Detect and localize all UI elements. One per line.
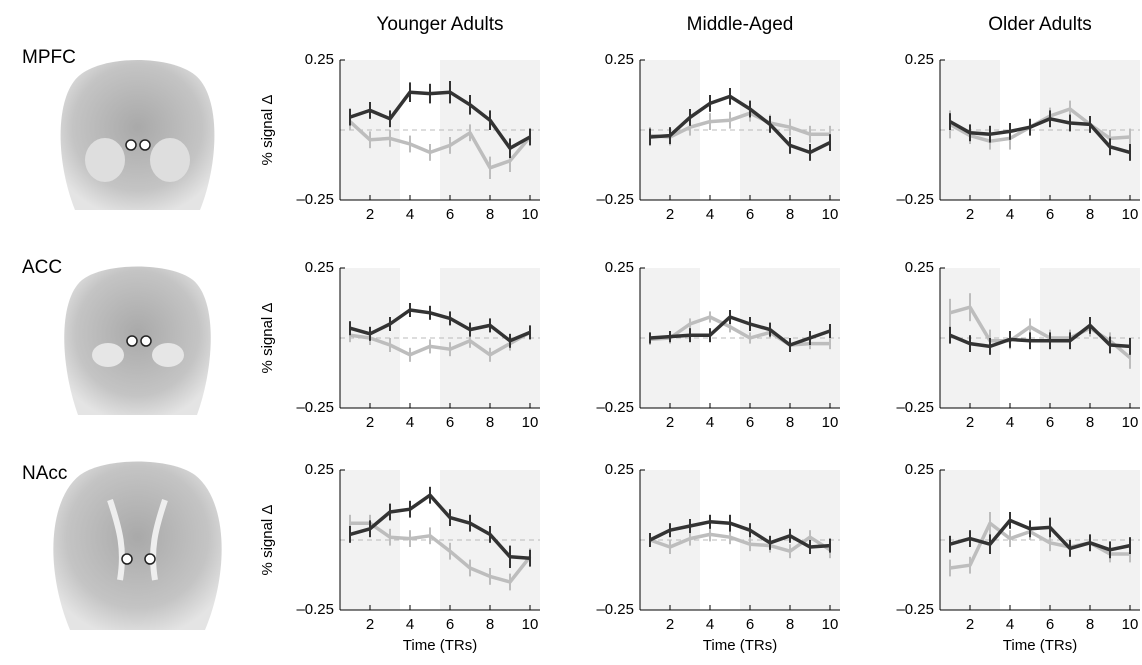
x-tick-label: 6 xyxy=(446,206,454,223)
x-tick-label: 10 xyxy=(522,616,539,633)
row-label: MPFC xyxy=(22,47,76,68)
series-line xyxy=(949,117,1131,155)
series-line xyxy=(349,308,531,343)
y-tick-label: –0.25 xyxy=(596,601,634,618)
series-line xyxy=(949,323,1131,349)
x-tick-label: 4 xyxy=(406,616,414,633)
x-tick-label: 6 xyxy=(746,616,754,633)
series-line xyxy=(349,493,531,560)
x-tick-label: 10 xyxy=(1122,206,1139,223)
brain-image xyxy=(64,266,211,415)
x-tick-label: 6 xyxy=(1046,414,1054,431)
y-tick-label: –0.25 xyxy=(596,399,634,416)
brain-image xyxy=(60,60,215,210)
brain-image xyxy=(53,461,222,630)
x-tick-label: 10 xyxy=(1122,616,1139,633)
x-tick-label: 2 xyxy=(966,206,974,223)
x-tick-label: 2 xyxy=(666,206,674,223)
y-tick-label: –0.25 xyxy=(296,399,334,416)
column-title: Younger Adults xyxy=(376,14,503,35)
x-axis-label: Time (TRs) xyxy=(703,637,777,654)
x-tick-label: 4 xyxy=(706,414,714,431)
y-tick-label: –0.25 xyxy=(596,191,634,208)
x-tick-label: 6 xyxy=(446,616,454,633)
x-tick-label: 10 xyxy=(522,414,539,431)
x-axis-label: Time (TRs) xyxy=(403,637,477,654)
series-line xyxy=(649,94,831,155)
series-line xyxy=(350,521,532,584)
x-axis-label: Time (TRs) xyxy=(1003,637,1077,654)
y-axis-label: % signal Δ xyxy=(259,505,276,576)
y-tick-label: 0.25 xyxy=(605,259,634,276)
series-line xyxy=(649,520,831,549)
x-tick-label: 8 xyxy=(486,616,494,633)
x-tick-label: 4 xyxy=(406,206,414,223)
series-line xyxy=(949,518,1131,552)
row-label: NAcc xyxy=(22,463,67,484)
series-line xyxy=(649,532,831,553)
x-tick-label: 2 xyxy=(366,206,374,223)
x-tick-label: 8 xyxy=(486,414,494,431)
y-tick-label: 0.25 xyxy=(305,51,334,68)
column-title: Middle-Aged xyxy=(687,14,794,35)
x-tick-label: 10 xyxy=(822,206,839,223)
x-tick-label: 8 xyxy=(786,206,794,223)
x-tick-label: 6 xyxy=(1046,206,1054,223)
x-tick-label: 4 xyxy=(1006,616,1014,633)
x-tick-label: 8 xyxy=(1086,616,1094,633)
series-line xyxy=(349,330,531,357)
x-tick-label: 2 xyxy=(666,616,674,633)
x-tick-label: 2 xyxy=(966,616,974,633)
x-tick-label: 2 xyxy=(666,414,674,431)
x-tick-label: 10 xyxy=(1122,414,1139,431)
x-tick-label: 8 xyxy=(1086,414,1094,431)
y-tick-label: –0.25 xyxy=(296,191,334,208)
x-tick-label: 4 xyxy=(1006,414,1014,431)
x-tick-label: 8 xyxy=(1086,206,1094,223)
y-tick-label: 0.25 xyxy=(905,259,934,276)
y-tick-label: 0.25 xyxy=(605,51,634,68)
x-tick-label: 8 xyxy=(786,414,794,431)
x-tick-label: 4 xyxy=(706,206,714,223)
series-line xyxy=(949,521,1130,570)
x-tick-label: 10 xyxy=(822,414,839,431)
x-tick-label: 8 xyxy=(786,616,794,633)
series-line xyxy=(349,90,531,150)
y-tick-label: –0.25 xyxy=(296,601,334,618)
x-tick-label: 4 xyxy=(406,414,414,431)
row-label: ACC xyxy=(22,257,62,278)
y-tick-label: 0.25 xyxy=(305,461,334,478)
y-tick-label: 0.25 xyxy=(905,461,934,478)
y-tick-label: 0.25 xyxy=(605,461,634,478)
x-tick-label: 2 xyxy=(366,616,374,633)
x-tick-label: 10 xyxy=(822,616,839,633)
y-axis-label: % signal Δ xyxy=(259,303,276,374)
x-tick-label: 2 xyxy=(366,414,374,431)
y-tick-label: –0.25 xyxy=(896,399,934,416)
x-tick-label: 4 xyxy=(706,616,714,633)
y-tick-label: –0.25 xyxy=(896,191,934,208)
y-tick-label: 0.25 xyxy=(905,51,934,68)
series-line xyxy=(649,315,831,347)
y-tick-label: 0.25 xyxy=(305,259,334,276)
x-tick-label: 6 xyxy=(1046,616,1054,633)
x-tick-label: 8 xyxy=(486,206,494,223)
x-tick-label: 6 xyxy=(746,414,754,431)
x-tick-label: 10 xyxy=(522,206,539,223)
series-line xyxy=(649,315,830,347)
series-line xyxy=(348,120,532,170)
y-tick-label: –0.25 xyxy=(896,601,934,618)
column-title: Older Adults xyxy=(988,14,1092,35)
x-tick-label: 6 xyxy=(446,414,454,431)
x-tick-label: 4 xyxy=(1006,206,1014,223)
x-tick-label: 6 xyxy=(746,206,754,223)
y-axis-label: % signal Δ xyxy=(259,95,276,166)
x-tick-label: 2 xyxy=(966,414,974,431)
series-line xyxy=(649,111,830,139)
